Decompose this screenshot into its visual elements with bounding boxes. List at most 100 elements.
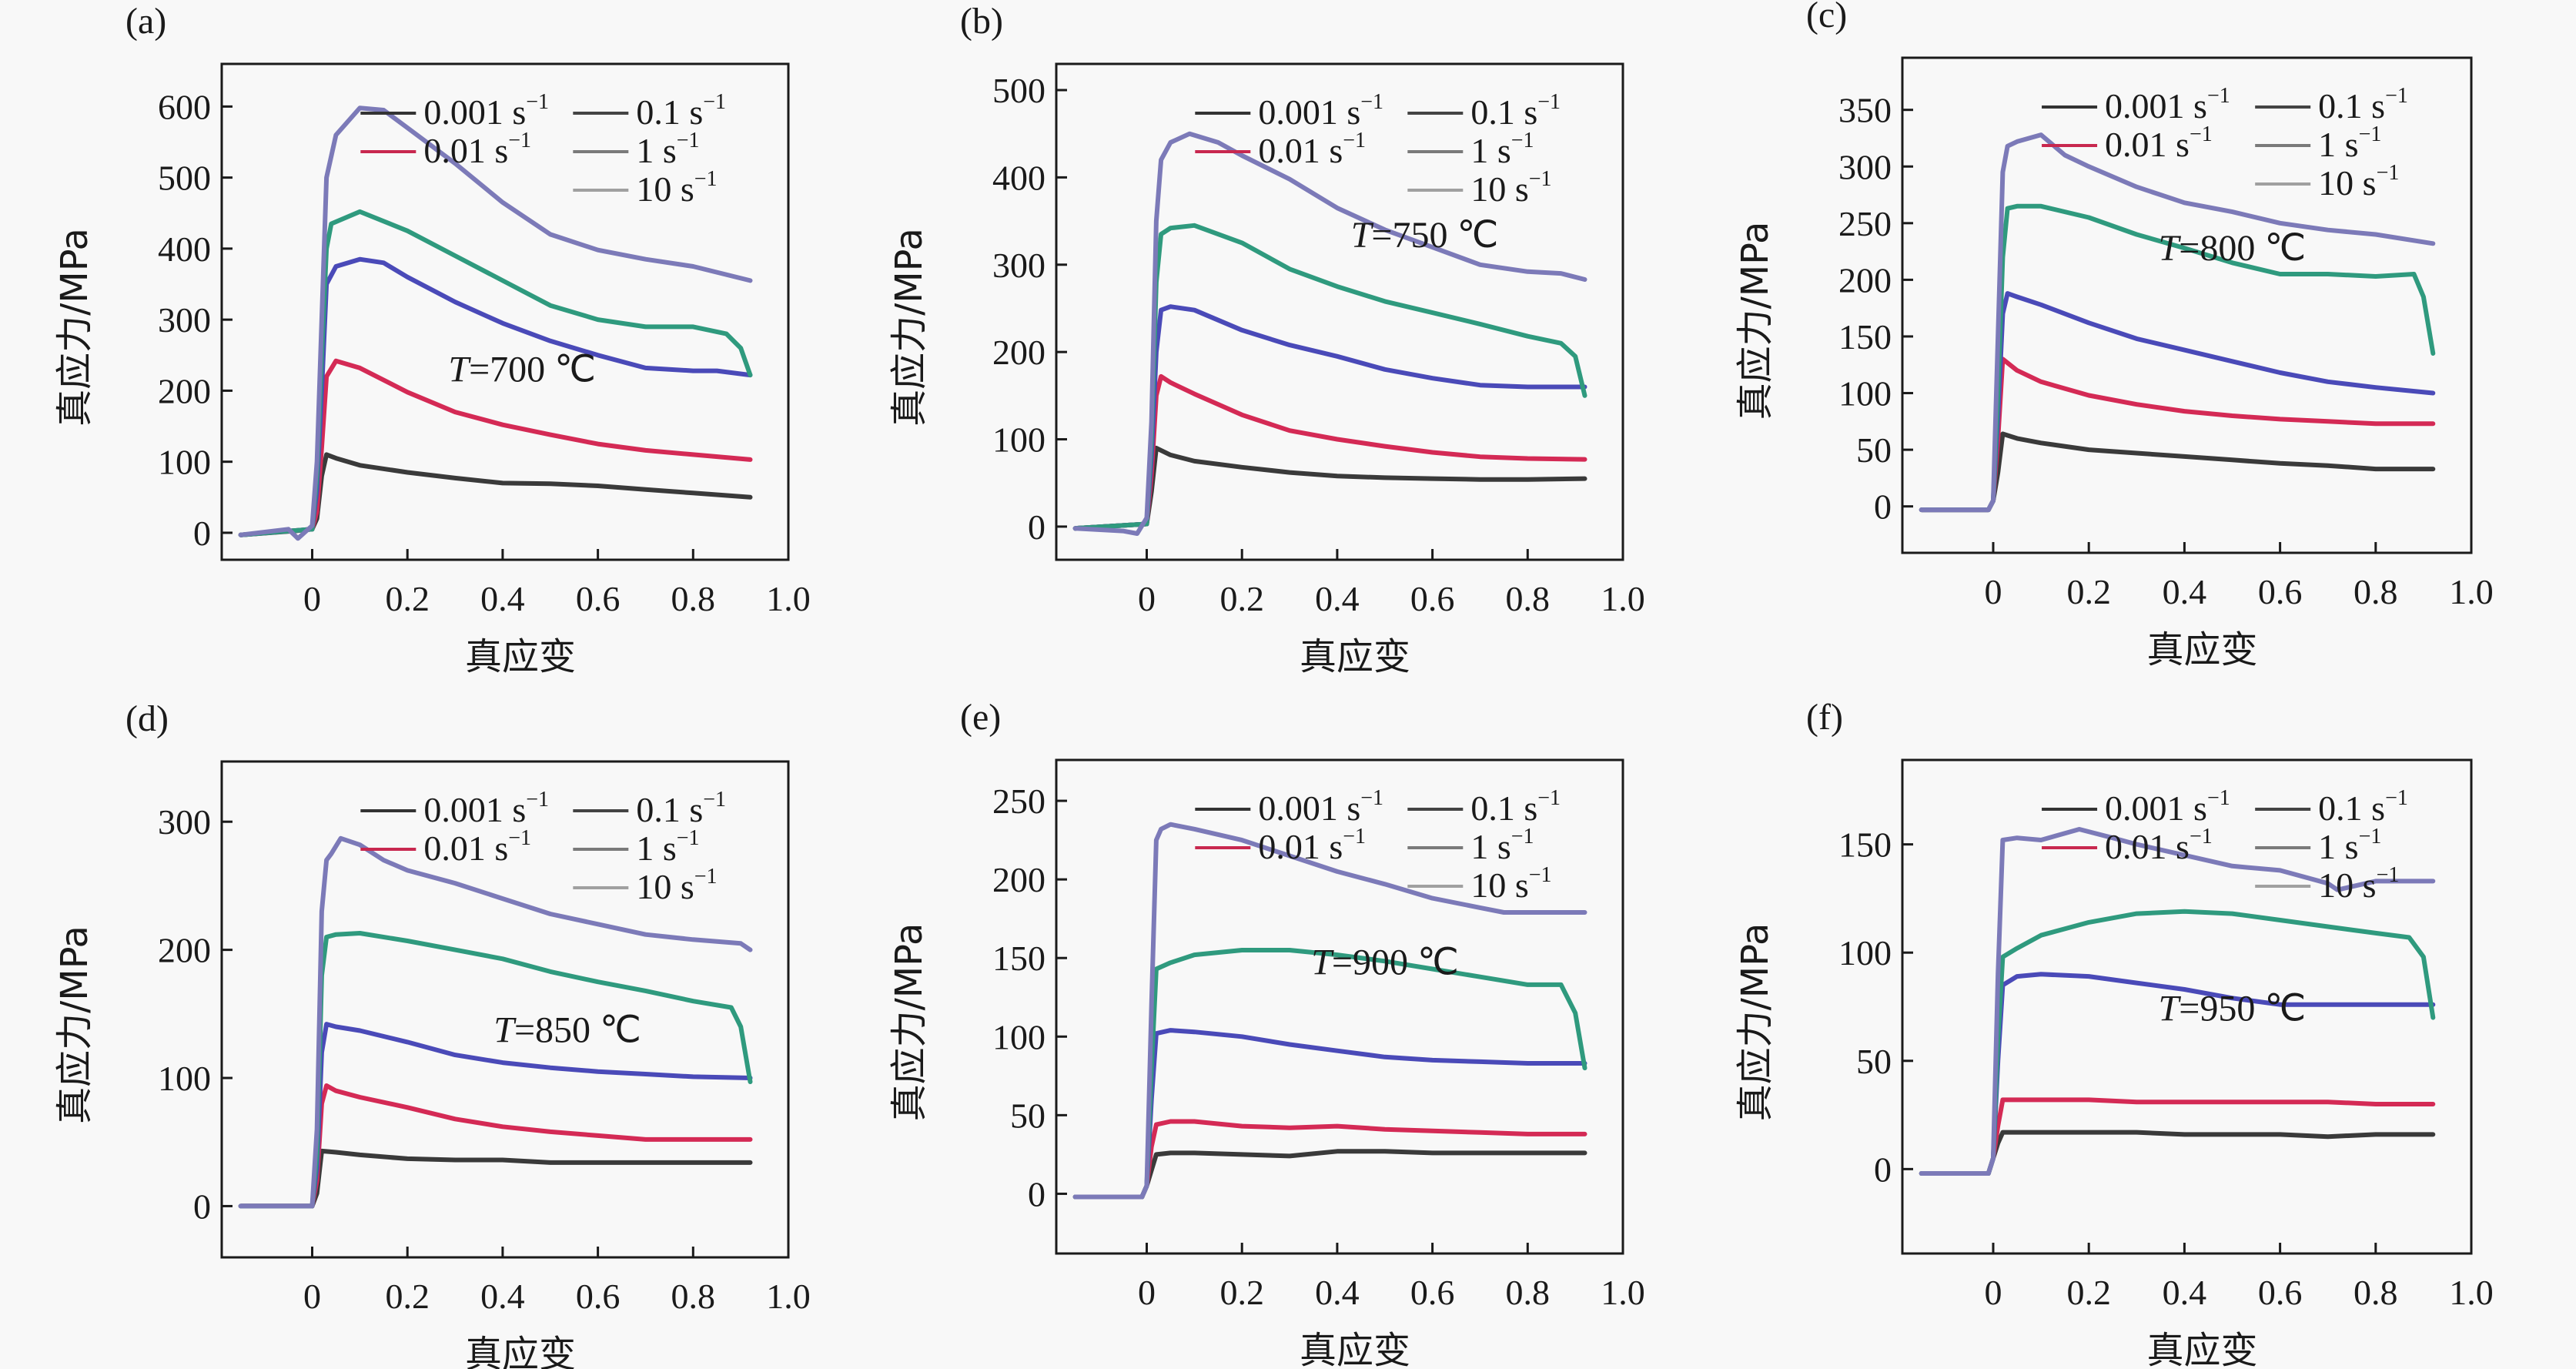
- y-tick-label: 100: [1838, 933, 1892, 972]
- legend-label-10: 10 s−1: [636, 865, 717, 906]
- x-tick-label: 0.4: [1315, 579, 1360, 618]
- panel-label: (c): [1806, 0, 1847, 35]
- legend-exponent: −1: [694, 865, 718, 889]
- y-axis-title: 真应力/MPa: [1734, 923, 1777, 1122]
- y-tick-label: 350: [1838, 91, 1892, 130]
- temperature-value: =950 ℃: [2179, 988, 2306, 1029]
- y-axis-title: 真应力/MPa: [53, 228, 96, 427]
- legend-exponent: −1: [508, 826, 531, 850]
- legend: 0.001 s−10.01 s−10.1 s−11 s−110 s−1: [360, 788, 726, 906]
- legend-label-10: 10 s−1: [2318, 863, 2399, 905]
- x-tick-label: 0.6: [2258, 572, 2303, 611]
- y-tick-label: 300: [1838, 147, 1892, 186]
- legend-exponent: −1: [694, 167, 718, 191]
- legend-exponent: −1: [2377, 161, 2400, 185]
- y-tick-label: 50: [1856, 1042, 1892, 1081]
- y-tick-label: 300: [158, 300, 211, 340]
- series-line-10: [1072, 131, 1587, 536]
- legend-exponent: −1: [1511, 129, 1534, 152]
- temperature-value: =850 ℃: [514, 1009, 641, 1050]
- plot-frame: [1055, 758, 1624, 1255]
- panel-label: (f): [1806, 697, 1843, 738]
- legend-exponent: −1: [1537, 786, 1561, 810]
- temperature-annotation: T=950 ℃: [2159, 988, 2307, 1029]
- legend-label-1: 1 s−1: [636, 129, 699, 170]
- y-tick-label: 250: [1838, 204, 1892, 243]
- temperature-symbol: T: [493, 1009, 517, 1050]
- temperature-annotation: T=900 ℃: [1311, 942, 1459, 982]
- temperature-symbol: T: [2159, 988, 2182, 1029]
- x-axis-title: 真应变: [2146, 628, 2257, 671]
- legend-label-0p1: 0.1 s−1: [2318, 786, 2408, 828]
- temperature-annotation: T=700 ℃: [448, 349, 596, 390]
- panel-label: (e): [960, 697, 1001, 738]
- x-tick-label: 0.4: [480, 579, 525, 618]
- x-tick-label: 0.4: [1315, 1273, 1360, 1312]
- panel-label: (a): [125, 1, 166, 42]
- legend-exponent: −1: [2359, 825, 2382, 849]
- y-tick-label: 300: [992, 246, 1045, 285]
- series-line-10: [1072, 822, 1587, 1200]
- temperature-value: =750 ℃: [1371, 215, 1498, 256]
- legend-exponent: −1: [1343, 129, 1366, 152]
- x-tick-label: 0.2: [1219, 1273, 1264, 1312]
- temperature-annotation: T=750 ℃: [1351, 215, 1499, 256]
- y-tick-label: 0: [1874, 1150, 1892, 1189]
- legend-exponent: −1: [2385, 84, 2408, 108]
- legend-label-0p01: 0.01 s−1: [1258, 825, 1366, 866]
- legend: 0.001 s−10.01 s−10.1 s−11 s−110 s−1: [1195, 786, 1561, 905]
- y-tick-label: 100: [992, 1017, 1045, 1056]
- legend-label-0p01: 0.01 s−1: [423, 129, 531, 170]
- x-tick-label: 1.0: [766, 1277, 811, 1316]
- legend-exponent: −1: [1537, 90, 1561, 114]
- legend-exponent: −1: [2377, 863, 2400, 887]
- x-tick-label: 0.2: [2066, 572, 2111, 611]
- temperature-annotation: T=850 ℃: [493, 1009, 641, 1050]
- y-tick-label: 500: [992, 71, 1045, 110]
- legend-exponent: −1: [1360, 786, 1383, 810]
- legend: 0.001 s−10.01 s−10.1 s−11 s−110 s−1: [2042, 786, 2408, 905]
- y-tick-label: 0: [1028, 507, 1045, 547]
- legend-exponent: −1: [2190, 122, 2213, 146]
- series-line-10: [1919, 132, 2436, 513]
- x-tick-label: 0: [1984, 572, 2002, 611]
- x-tick-label: 0: [1984, 1273, 2002, 1312]
- x-tick-label: 0.6: [2258, 1273, 2303, 1312]
- y-tick-label: 200: [1838, 260, 1892, 300]
- y-axis-title: 真应力/MPa: [1734, 222, 1777, 420]
- plot-frame: [220, 62, 790, 561]
- legend: 0.001 s−10.01 s−10.1 s−11 s−110 s−1: [360, 90, 726, 209]
- y-tick-label: 200: [992, 333, 1045, 372]
- y-tick-label: 500: [158, 159, 211, 198]
- legend-label-0p001: 0.001 s−1: [2105, 786, 2230, 828]
- x-tick-label: 0: [1138, 1273, 1156, 1312]
- legend-label-1: 1 s−1: [1470, 825, 1534, 866]
- y-tick-label: 0: [193, 1187, 211, 1226]
- legend: 0.001 s−10.01 s−10.1 s−11 s−110 s−1: [2042, 84, 2408, 203]
- y-axis-title: 真应力/MPa: [53, 925, 96, 1124]
- legend-label-10: 10 s−1: [2318, 161, 2399, 203]
- x-tick-label: 0.8: [2354, 1273, 2398, 1312]
- plot-frame: [220, 760, 790, 1259]
- y-tick-label: 200: [158, 371, 211, 410]
- y-tick-label: 0: [1874, 487, 1892, 527]
- y-tick-label: 100: [158, 443, 211, 482]
- chart-panel-a: (a) 0 100 200 300 400 500 600 0 0.2 0.4 0.6 0.8 1.0 真应…: [53, 1, 811, 678]
- legend-exponent: −1: [2190, 825, 2213, 849]
- series-line-10: [238, 835, 753, 1209]
- legend-label-0p1: 0.1 s−1: [1470, 90, 1561, 132]
- plot-frame: [1901, 758, 2473, 1255]
- y-tick-label: 400: [158, 229, 211, 269]
- chart-panel-e: (e) 0 50 100 150 200 250 0 0.2 0.4 0.6 0.8 1.0 真应变 真应力…: [888, 697, 1645, 1369]
- y-tick-label: 600: [158, 87, 211, 126]
- legend-exponent: −1: [1529, 863, 1552, 887]
- legend-label-0p001: 0.001 s−1: [2105, 84, 2230, 126]
- legend-exponent: −1: [1511, 825, 1534, 849]
- x-tick-label: 0.2: [1219, 579, 1264, 618]
- series-line-10: [238, 105, 753, 541]
- legend-exponent: −1: [2207, 786, 2230, 810]
- legend-exponent: −1: [526, 90, 549, 114]
- legend-label-0p001: 0.001 s−1: [1258, 90, 1383, 132]
- x-axis-title: 真应变: [2146, 1329, 2257, 1369]
